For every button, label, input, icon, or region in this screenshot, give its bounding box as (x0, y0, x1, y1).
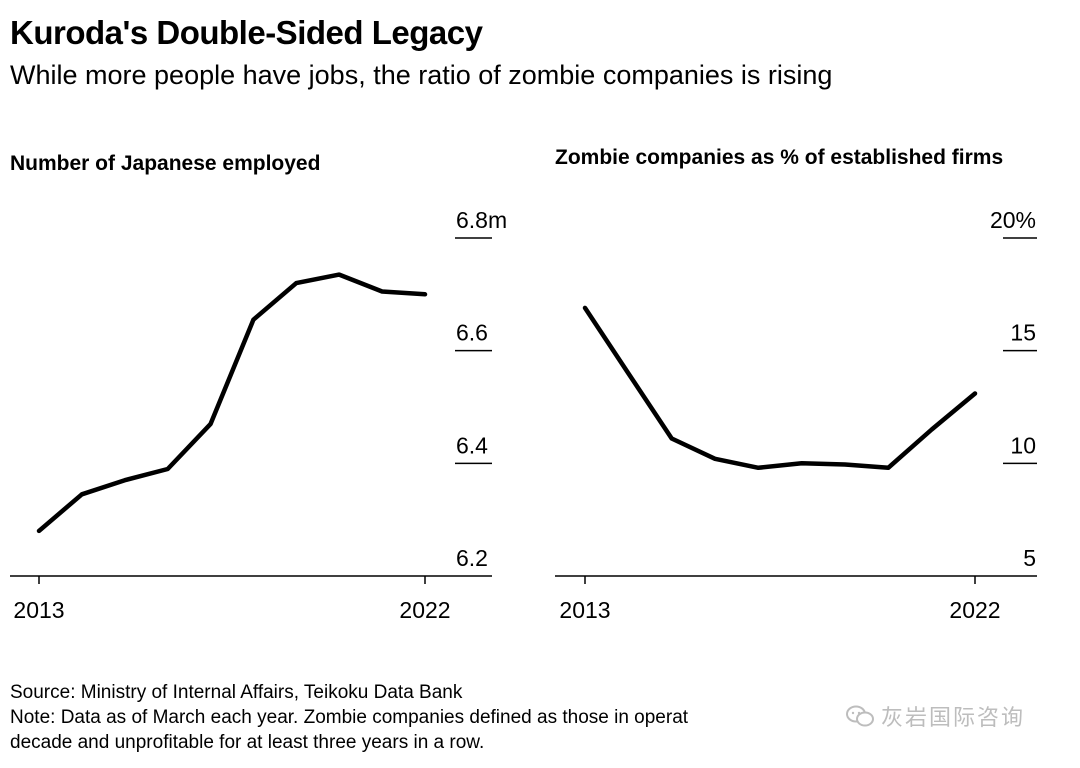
chart-subtitle: While more people have jobs, the ratio o… (10, 60, 833, 90)
footer: Source: Ministry of Internal Affairs, Te… (10, 680, 1060, 755)
x-tick-label: 2013 (559, 597, 610, 623)
y-tick-label: 5 (1023, 545, 1036, 571)
definition-note-line1: Note: Data as of March each year. Zombie… (10, 707, 689, 728)
y-tick-label: 6.8m (456, 207, 507, 233)
definition-note-line2: decade and unprofitable for at least thr… (10, 732, 485, 753)
wechat-icon (846, 705, 874, 727)
series-line (582, 305, 978, 471)
x-tick-label: 2022 (399, 597, 450, 623)
y-tick-label: 6.2 (456, 545, 488, 571)
right-panel-title: Zombie companies as % of established fir… (555, 146, 1004, 169)
y-tick-label: 15 (1010, 320, 1036, 346)
y-tick-label: 6.6 (456, 320, 488, 346)
x-tick-label: 2022 (949, 597, 1000, 623)
watermark: 灰岩国际咨询 (845, 700, 1026, 732)
left-panel-title: Number of Japanese employed (10, 152, 321, 175)
y-tick-label: 10 (1010, 432, 1036, 458)
chart-title: Kuroda's Double-Sided Legacy (10, 14, 483, 51)
y-tick-label: 20% (990, 207, 1036, 233)
y-tick-label: 6.4 (456, 432, 488, 458)
watermark-text: 灰岩国际咨询 (881, 705, 1026, 730)
source-note: Source: Ministry of Internal Affairs, Te… (10, 682, 463, 703)
series-line (36, 272, 428, 534)
x-tick-label: 2013 (13, 597, 64, 623)
